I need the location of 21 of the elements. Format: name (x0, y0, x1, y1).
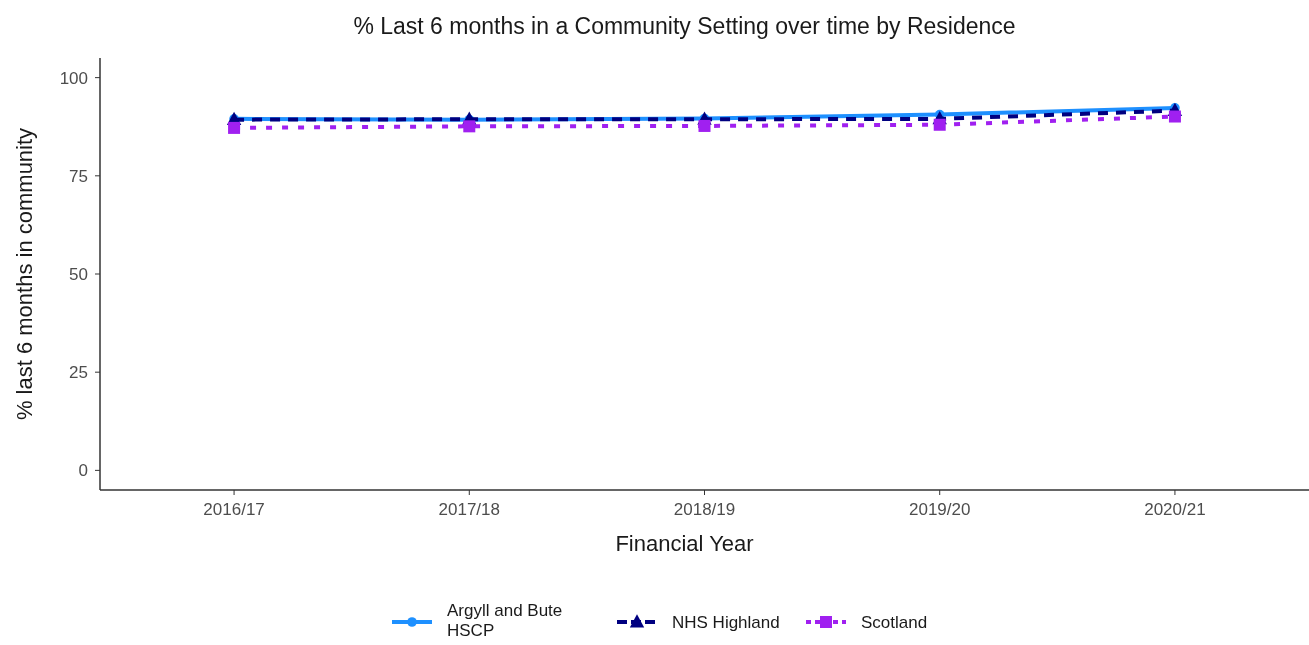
y-tick-label: 100 (59, 68, 88, 88)
x-tick-label: 2017/18 (438, 500, 501, 519)
point (1168, 110, 1181, 123)
x-tick-label: 2018/19 (673, 500, 736, 519)
y-axis-title: % last 6 months in community (12, 127, 37, 421)
point (698, 119, 711, 132)
y-tick-label: 0 (78, 461, 88, 481)
y-tick-label: 75 (69, 166, 88, 186)
legend-label: Argyll and Bute HSCP (447, 601, 563, 640)
x-tick-label: 2016/17 (203, 500, 265, 519)
legend-label: NHS Highland (672, 613, 780, 632)
point (228, 121, 241, 134)
y-tick-label: 25 (69, 363, 88, 383)
point (463, 120, 476, 133)
point (933, 118, 946, 131)
legend-label: Scotland (861, 613, 928, 632)
y-tick-label: 50 (69, 264, 88, 284)
x-tick-label: 2019/20 (908, 500, 971, 519)
x-axis-title: Financial Year (615, 531, 754, 556)
chart-title: % Last 6 months in a Community Setting over time by Residence (353, 13, 1016, 39)
x-tick-label: 2020/21 (1144, 500, 1206, 519)
